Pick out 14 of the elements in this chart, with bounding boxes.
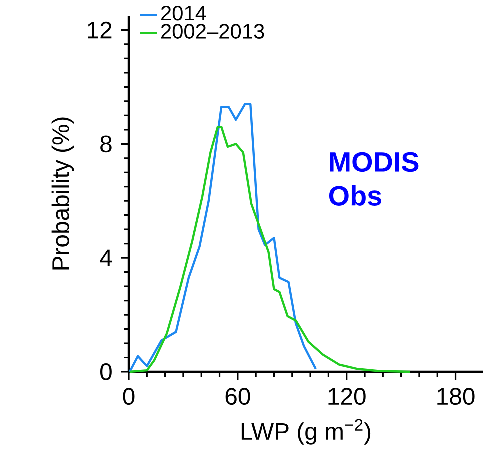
y-tick-label: 12 bbox=[88, 22, 112, 39]
x-axis-title: LWP (g m$^{−2}$) bbox=[242, 419, 371, 445]
x-tick-label: 60 bbox=[226, 388, 250, 406]
line-series bbox=[128, 103, 318, 374]
annotation: MODIS Obs bbox=[329, 152, 419, 206]
x-tick-label: 120 bbox=[328, 388, 366, 406]
y-tick-label: 8 bbox=[100, 136, 112, 153]
x-tick-label: 180 bbox=[438, 388, 475, 406]
legend-label: 2002–2013 bbox=[162, 24, 264, 39]
y-tick-label: 0 bbox=[100, 364, 112, 380]
y-axis-title: Probability (%) bbox=[52, 118, 74, 270]
legend-label: 2014 bbox=[162, 6, 206, 21]
x-tick-label: 0 bbox=[123, 388, 135, 406]
y-tick-label: 4 bbox=[100, 250, 112, 266]
